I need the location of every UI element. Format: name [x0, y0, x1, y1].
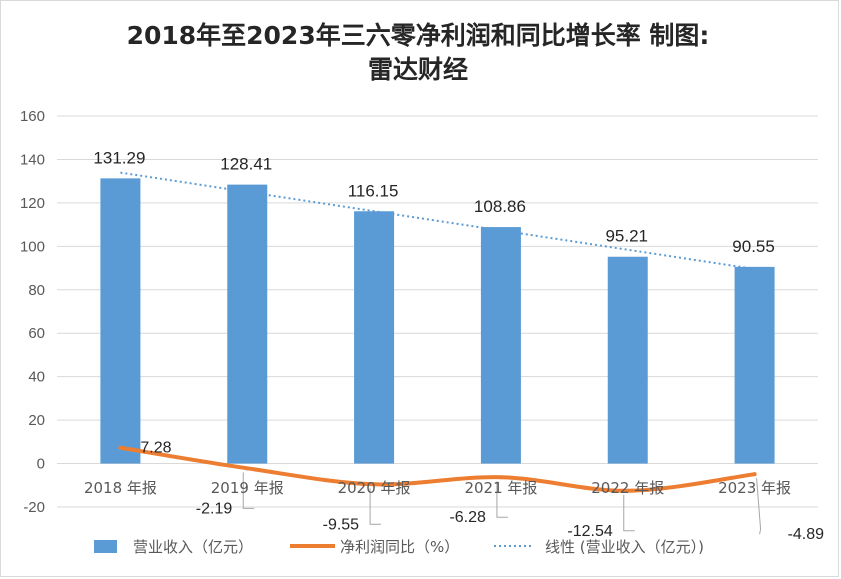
legend: 营业收入（亿元） 净利润同比（%） 线性 (营业收入（亿元）) — [94, 538, 704, 556]
bar — [227, 184, 268, 464]
x-category-label: 2020 年报 — [338, 479, 411, 497]
profit-point — [372, 482, 377, 487]
profit-point — [625, 488, 630, 493]
y-tick-label: 120 — [20, 195, 45, 212]
x-category-label: 2021 年报 — [464, 479, 537, 497]
y-tick-label: 0 — [37, 456, 45, 473]
x-category-label: 2019 年报 — [211, 479, 284, 497]
trendline-path — [120, 171, 755, 270]
line-value-label: 7.28 — [140, 440, 171, 457]
bar-value-label: 128.41 — [220, 155, 272, 174]
gridlines — [57, 115, 818, 508]
trendline — [120, 171, 755, 270]
leader-line — [369, 488, 382, 525]
bar — [607, 256, 648, 464]
legend-swatch-revenue — [94, 540, 117, 553]
x-category-label: 2023 年报 — [718, 479, 791, 497]
y-tick-label: 140 — [20, 151, 45, 168]
y-tick-label: 20 — [28, 412, 45, 429]
x-category-label: 2022 年报 — [591, 479, 664, 497]
profit-point — [118, 445, 123, 450]
leader-line — [623, 494, 635, 532]
profit-point — [498, 475, 503, 480]
leader-line — [242, 472, 255, 509]
chart-title-line1: 2018年至2023年三六零净利润和同比增长率 制图: — [127, 21, 710, 50]
legend-label-profit: 净利润同比（%） — [340, 538, 459, 556]
leader-line — [496, 481, 508, 518]
bar-value-label: 95.21 — [605, 227, 648, 246]
leader-line — [756, 478, 762, 535]
line-data-labels: 7.28 -2.19 -9.55 -6.28 -12.54 -4.89 — [140, 440, 824, 543]
bar-value-label: 131.29 — [93, 148, 145, 167]
x-axis-categories: 2018 年报 2019 年报 2020 年报 2021 年报 2022 年报 2023 … — [84, 479, 791, 497]
line-value-label: -12.54 — [567, 523, 612, 540]
line-value-label: -9.55 — [323, 516, 360, 533]
bar-value-label: 108.86 — [474, 197, 526, 216]
line-series — [118, 445, 757, 493]
y-tick-label: 40 — [28, 369, 45, 386]
bar — [354, 211, 395, 464]
leader-lines — [242, 472, 762, 535]
legend-label-revenue: 营业收入（亿元） — [133, 538, 253, 556]
bar-value-label: 90.55 — [732, 237, 775, 256]
y-axis-ticks: 160 140 120 100 80 60 40 20 0 -20 — [20, 108, 45, 516]
chart-title-line2: 雷达财经 — [368, 55, 468, 84]
bar-data-labels: 131.29 128.41 116.15 108.86 95.21 90.55 — [93, 148, 774, 255]
bar — [480, 227, 521, 464]
line-value-label: -4.89 — [788, 526, 825, 543]
bar — [734, 266, 775, 464]
profit-point — [752, 472, 757, 477]
line-value-label: -6.28 — [449, 509, 486, 526]
bar-value-label: 116.15 — [348, 181, 399, 200]
y-tick-label: 80 — [28, 282, 45, 299]
bar-series — [100, 178, 775, 464]
y-tick-label: -20 — [23, 499, 45, 516]
bar — [100, 178, 141, 464]
y-tick-label: 100 — [20, 238, 45, 255]
profit-point — [245, 466, 250, 471]
x-category-label: 2018 年报 — [84, 479, 157, 497]
y-tick-label: 60 — [28, 325, 45, 342]
line-value-label: -2.19 — [196, 500, 233, 517]
y-tick-label: 160 — [20, 108, 45, 125]
profit-line — [118, 445, 757, 493]
legend-label-trendline: 线性 (营业收入（亿元）) — [545, 538, 704, 556]
